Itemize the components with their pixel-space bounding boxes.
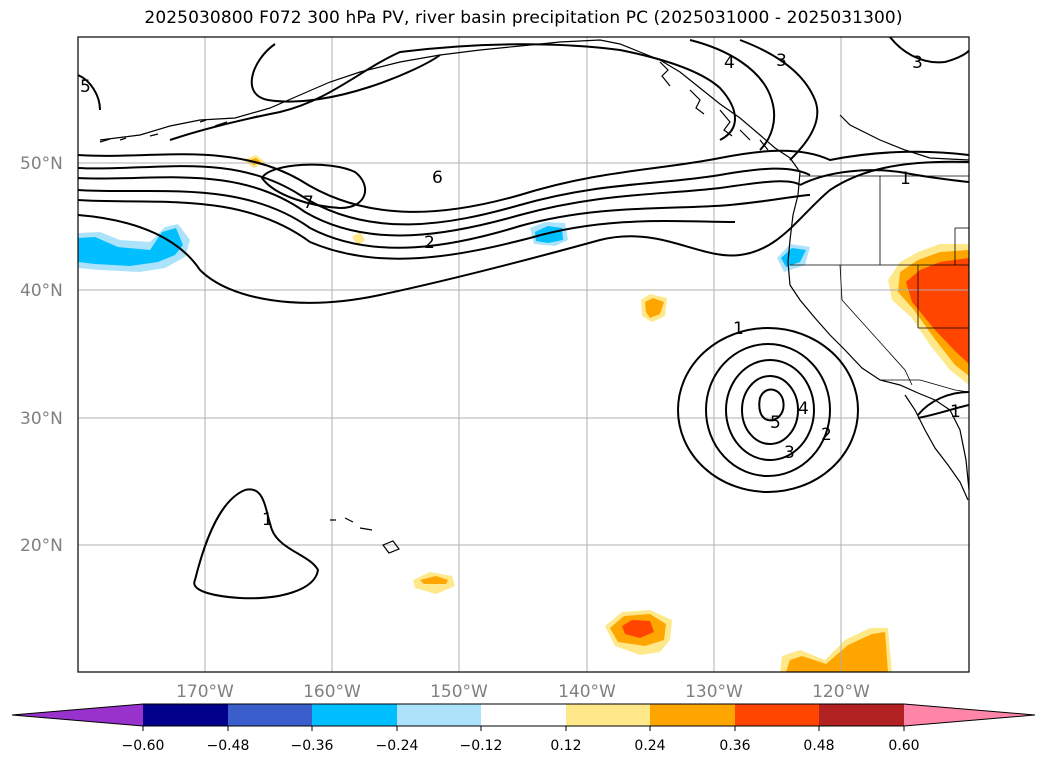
gridlines: [78, 37, 969, 672]
lon-label-120w: 120°W: [812, 682, 870, 702]
precip-positive-spot-5-core: [622, 620, 654, 638]
precip-positive-spot-6-core: [786, 632, 888, 672]
lat-label-20n: 20°N: [20, 536, 63, 556]
colorbar-tick-label: 0.48: [803, 738, 834, 754]
pv-contour-north-3: [169, 43, 736, 141]
low-contour-3: [725, 359, 815, 461]
precip-positive-spot-3-core: [645, 298, 664, 318]
colorbar-segment: [312, 704, 397, 726]
precip-positive-spot-4-core: [420, 576, 448, 584]
colorbar: −0.60 −0.48 −0.36 −0.24 −0.12 0.12 0.24 …: [11, 703, 1036, 754]
mainland-border: [839, 114, 969, 161]
cutoff-low-contours: [677, 327, 859, 493]
contour-label-low-3: 3: [784, 443, 795, 463]
pv-contour-band-2: [78, 165, 811, 226]
low-contour-4: [741, 375, 799, 445]
pv-contour-north-1: [739, 39, 819, 161]
precip-negative-core-coast: [781, 248, 806, 267]
south-pv-contour-1: [193, 488, 320, 600]
colorbar-extend-high: [904, 704, 1035, 726]
pv-contour-north-4: [250, 43, 441, 103]
contour-label-low-1: 1: [733, 319, 744, 339]
pv-contour-north-2: [689, 39, 776, 151]
contour-label-3-ne: 3: [912, 53, 923, 73]
lon-label-140w: 140°W: [558, 682, 616, 702]
colorbar-extend-low: [12, 704, 143, 726]
colorbar-segment: [397, 704, 481, 726]
precip-positive-spot-2: [352, 232, 365, 246]
low-contour-2: [705, 343, 831, 477]
pv-contour-ne-3: [889, 37, 969, 64]
hawaii-islands: [330, 517, 400, 554]
lon-label-150w: 150°W: [430, 682, 488, 702]
contour-label-2: 2: [424, 233, 435, 253]
contour-label-low-4: 4: [798, 399, 809, 419]
lat-label-50n: 50°N: [20, 154, 63, 174]
colorbar-tick-label: 0.12: [550, 738, 581, 754]
precip-positive-region-southwest-core: [906, 258, 969, 364]
coastlines: [99, 39, 969, 554]
low-contour-5: [758, 388, 785, 422]
contour-label-7: 7: [303, 193, 314, 213]
contour-label-baja-1: 1: [950, 402, 961, 422]
plot-frame: [77, 36, 970, 673]
colorbar-tick-label: 0.36: [719, 738, 750, 754]
colorbar-tick-label: 0.60: [888, 738, 919, 754]
pv-contour-band-6: [78, 160, 969, 304]
pv-contour-band-1: [78, 149, 969, 213]
baja-coast: [904, 394, 969, 501]
colorbar-segment: [566, 704, 650, 726]
contour-label-1-coast: 1: [900, 169, 911, 189]
pv-contour-band-3: [78, 176, 801, 237]
plot-area: 7 6 2 4 3 3 5 1 1 2 3 4 5 1 1: [78, 37, 969, 672]
aleutians: [99, 115, 259, 143]
precip-negative-core-central: [535, 226, 563, 243]
lon-label-170w: 170°W: [176, 682, 234, 702]
colorbar-ticks: [142, 726, 905, 731]
colorbar-tick-label: 0.24: [634, 738, 665, 754]
colorbar-segment: [481, 704, 566, 726]
longitude-labels: 170°W 160°W 150°W 140°W 130°W 120°W: [176, 682, 870, 702]
colorbar-tick-label: −0.36: [291, 738, 334, 754]
colorbar-tick-label: −0.48: [207, 738, 250, 754]
pv-contour-band-4: [78, 189, 811, 249]
contour-label-low-2: 2: [821, 425, 832, 445]
contour-label-6: 6: [432, 168, 443, 188]
contour-label-3-north: 3: [776, 51, 787, 71]
colorbar-segment: [228, 704, 312, 726]
contour-label-5-west: 5: [80, 77, 91, 97]
pv-contours: [78, 37, 969, 304]
precip-negative-core-west: [78, 228, 183, 266]
contour-label-4-north: 4: [724, 53, 735, 73]
colorbar-segment: [735, 704, 819, 726]
contour-label-south-1: 1: [262, 510, 273, 530]
map-title: 2025030800 F072 300 hPa PV, river basin …: [144, 8, 903, 28]
pv-contour-1-coast: [799, 169, 969, 186]
precip-shading: [78, 155, 969, 672]
colorbar-tick-label: −0.24: [376, 738, 419, 754]
low-contour-1: [677, 327, 859, 493]
colorbar-tick-label: −0.60: [122, 738, 165, 754]
contour-label-low-5: 5: [770, 413, 781, 433]
colorbar-tick-labels: −0.60 −0.48 −0.36 −0.24 −0.12 0.12 0.24 …: [122, 738, 920, 754]
colorbar-segment: [819, 704, 904, 726]
lon-label-130w: 130°W: [685, 682, 743, 702]
colorbar-segment: [650, 704, 735, 726]
lat-label-40n: 40°N: [20, 281, 63, 301]
pv-contour-7: [260, 163, 366, 210]
contour-labels: 7 6 2 4 3 3 5 1 1 2 3 4 5 1 1: [80, 51, 961, 530]
latitude-labels: 50°N 40°N 30°N 20°N: [20, 154, 63, 556]
bc-islands: [659, 61, 769, 151]
lon-label-160w: 160°W: [303, 682, 361, 702]
pv-contour-west-5: [78, 74, 101, 111]
pv-contour-band-5: [78, 199, 736, 260]
lat-label-30n: 30°N: [20, 409, 63, 429]
baja-pv-contour-1: [917, 391, 969, 419]
colorbar-tick-label: −0.12: [460, 738, 503, 754]
colorbar-segment: [143, 704, 228, 726]
